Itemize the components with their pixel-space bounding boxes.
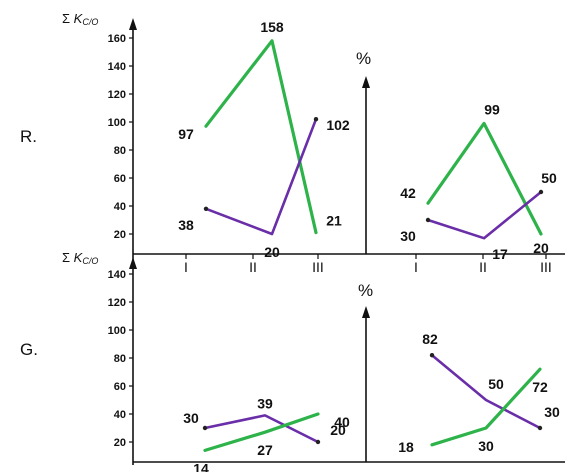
svg-text:Σ KC/O: Σ KC/O [62,11,98,27]
sigma-symbol: Σ [62,250,70,265]
svg-text:Σ KC/O: Σ KC/O [62,250,98,266]
series-line [203,414,320,444]
data-point [203,206,209,211]
data-label: 50 [488,376,504,392]
data-label: 20 [264,244,280,260]
y-tick-label: 80 [114,353,126,365]
subscript: C/O [82,17,98,27]
data-point [425,217,431,223]
y-tick-label: 80 [114,145,126,157]
sigma-symbol: Σ [62,11,70,26]
data-label: 20 [533,240,549,256]
data-point [537,425,543,431]
data-label: 97 [178,126,194,142]
y-tick-label: 140 [108,61,126,73]
y-tick-label: 60 [114,173,126,185]
cat-label-III-right: III [540,259,552,275]
cat-label-I-right: I [414,259,418,275]
y-ticks-bottom: 20 40 60 80 100 120 140 [108,269,133,449]
row-label-r: R. [20,127,37,146]
y-tick-label: 140 [108,269,126,281]
left-y-axis-arrow-icon [129,18,137,30]
data-label: 102 [326,117,350,133]
series-line [204,117,318,236]
y-tick-label: 120 [108,89,126,101]
data-label: 30 [183,410,199,426]
data-label: 27 [257,442,273,458]
data-label: 158 [260,19,284,35]
y-tick-label: 160 [108,33,126,45]
y-tick-label: 40 [114,409,126,421]
k-symbol: K [74,11,84,26]
data-label: 50 [541,170,557,186]
y-tick-label: 20 [114,229,126,241]
panel-g-left: 30 39 20 14 27 40 [183,395,350,472]
y-tick-label: 100 [108,117,126,129]
panel-r-right: 42 99 20 30 17 50 [400,101,557,262]
y-tick-label: 100 [108,325,126,337]
data-label: 42 [400,185,416,201]
data-label: 39 [257,395,273,411]
y-axis-label-top: Σ KC/O [62,11,98,27]
cat-label-III-left: III [312,259,324,275]
series-line [430,353,542,430]
y-tick-label: 120 [108,297,126,309]
data-point [315,439,321,445]
data-label: 99 [484,101,500,117]
cat-label-II-left: II [249,259,257,275]
data-label: 20 [330,422,346,438]
y-tick-label: 60 [114,381,126,393]
cat-label-I-left: I [184,259,188,275]
row-label-g: G. [20,340,38,359]
data-label: 82 [422,331,438,347]
data-point [313,117,319,122]
data-label: 30 [544,404,560,420]
panel-r-left: 97 158 21 38 20 102 [178,19,350,260]
right-y-axis-arrow-icon-top [362,76,370,88]
data-label: 21 [326,213,342,229]
right-y-axis-arrow-icon-bottom [362,306,370,318]
subscript: C/O [82,256,98,266]
series-line [426,190,543,240]
y-axis-label-bottom: Σ KC/O [62,250,98,266]
k-symbol: K [74,250,84,265]
data-label: 30 [400,228,416,244]
panel-g-right: 82 50 30 18 30 72 [398,331,560,455]
left-y-axis-arrow-icon-2 [129,257,137,269]
y-tick-label: 40 [114,201,126,213]
data-label: 72 [532,379,548,395]
y-ticks-top: 20 40 60 80 100 120 140 160 [108,33,133,241]
series-line [204,39,318,235]
data-label: 38 [178,217,194,233]
data-point [202,425,208,431]
data-point [429,353,435,358]
cat-label-II-right: II [479,259,487,275]
data-label: 40 [334,414,350,430]
data-label: 17 [492,246,508,262]
percent-unit-top: % [356,49,371,68]
series-line [430,367,542,447]
y-tick-label: 20 [114,437,126,449]
data-label: 14 [193,460,209,472]
data-point [538,189,544,195]
percent-unit-bottom: % [358,281,373,300]
data-label: 30 [478,438,494,454]
series-line [426,121,543,236]
series-line [203,412,320,452]
data-label: 18 [398,439,414,455]
